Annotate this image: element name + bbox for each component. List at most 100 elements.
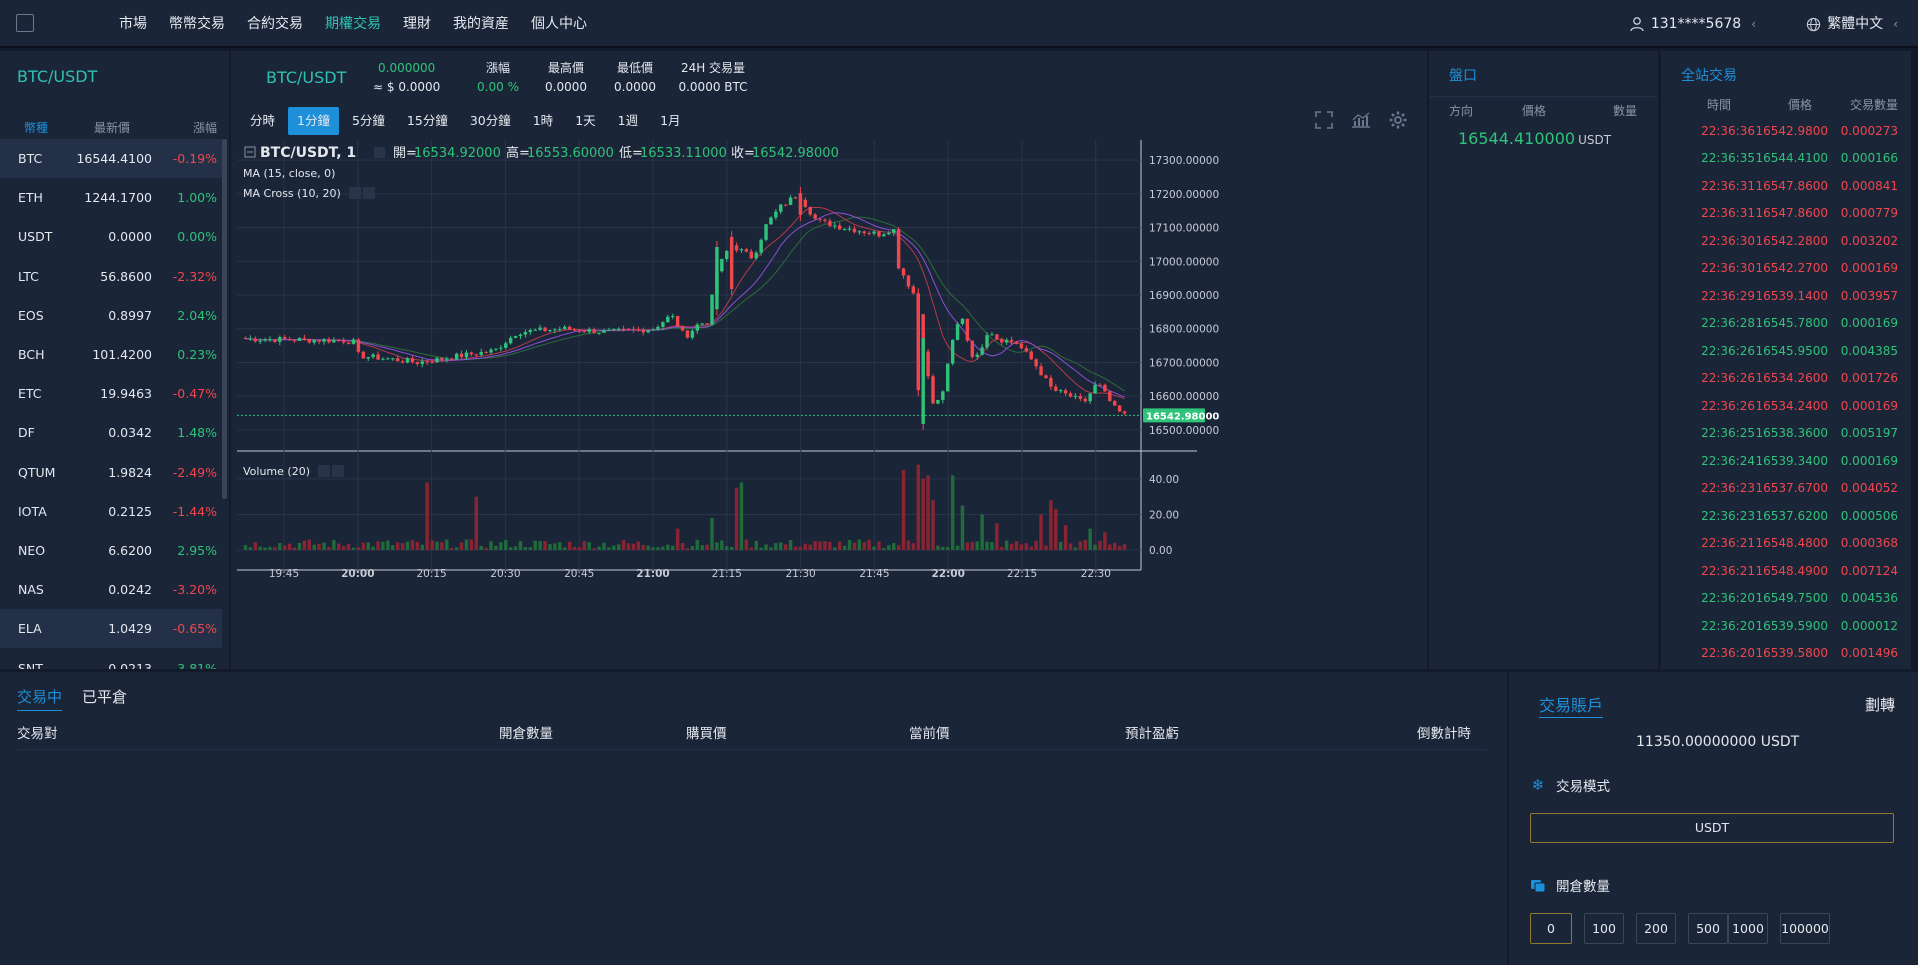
fullscreen-icon[interactable] xyxy=(1315,111,1333,133)
quantity-option-500[interactable]: 500 xyxy=(1688,913,1728,944)
price-tick-label: 16600.00000 xyxy=(1149,391,1219,403)
market-row-neo[interactable]: NEO 6.6200 2.95% xyxy=(0,531,222,570)
quantity-option-0[interactable]: 0 xyxy=(1530,913,1572,944)
candle-body xyxy=(616,328,621,330)
candle-body xyxy=(489,349,493,353)
candle-body xyxy=(253,338,257,342)
trade-price: 16547.8600 xyxy=(1755,178,1828,193)
quantity-option-1000[interactable]: 1000 xyxy=(1728,913,1768,944)
col-expected-pnl: 預計盈虧 xyxy=(1125,726,1179,742)
trading-account-link[interactable]: 交易賬戶 xyxy=(1539,692,1604,718)
volume-bar xyxy=(484,547,488,550)
tab-closed-positions[interactable]: 已平倉 xyxy=(82,688,128,706)
interval-tab-8[interactable]: 1月 xyxy=(660,113,681,128)
market-change: 2.95% xyxy=(177,542,217,558)
candle-body xyxy=(1083,398,1087,402)
volume-bar xyxy=(946,546,950,550)
market-row-nas[interactable]: NAS 0.0242 -3.20% xyxy=(0,570,222,609)
stat-value: 0.0000 xyxy=(614,80,656,94)
volume-bar xyxy=(950,475,955,550)
interval-tab-5[interactable]: 1時 xyxy=(532,113,554,128)
market-row-usdt[interactable]: USDT 0.0000 0.00% xyxy=(0,217,222,256)
market-row-eos[interactable]: EOS 0.8997 2.04% xyxy=(0,296,222,335)
volume-bar xyxy=(253,542,257,550)
user-menu[interactable]: 131****5678 ‹ xyxy=(1629,0,1756,48)
trades-title: 全站交易 xyxy=(1681,68,1737,84)
transfer-button[interactable]: 劃轉 xyxy=(1864,696,1895,714)
market-row-btc[interactable]: BTC 16544.4100 -0.19% xyxy=(0,139,222,179)
trade-time: 22:36:23 xyxy=(1701,481,1755,496)
volume-bar xyxy=(941,546,945,550)
market-row-ela[interactable]: ELA 1.0429 -0.65% xyxy=(0,609,222,649)
nav-item-2[interactable]: 合約交易 xyxy=(247,16,303,32)
market-row-snt[interactable]: SNT 0.0213 3.81% xyxy=(0,648,222,669)
nav-item-6[interactable]: 個人中心 xyxy=(531,16,587,32)
language-menu[interactable]: 繁體中文 ‹ xyxy=(1806,0,1898,48)
last-price-stat: 0.000000 ≈ $ 0.0000 xyxy=(373,59,440,97)
market-row-df[interactable]: DF 0.0342 1.48% xyxy=(0,413,222,452)
logo-image[interactable] xyxy=(16,14,34,32)
volume-bar xyxy=(646,545,650,550)
candle-body xyxy=(936,399,940,404)
interval-tab-1[interactable]: 1分鐘 xyxy=(288,107,339,135)
candle-body xyxy=(386,358,390,360)
trade-row: 22:36:29 16539.1400 0.003957 xyxy=(1661,282,1911,310)
volume-stat: 24H 交易量 0.0000 BTC xyxy=(663,59,763,97)
quantity-option-200[interactable]: 200 xyxy=(1636,913,1676,944)
candle-body xyxy=(705,323,709,325)
market-row-iota[interactable]: IOTA 0.2125 -1.44% xyxy=(0,492,222,531)
globe-icon xyxy=(1807,17,1821,31)
interval-tab-2[interactable]: 5分鐘 xyxy=(351,113,385,128)
market-row-bch[interactable]: BCH 101.4200 0.23% xyxy=(0,335,222,374)
trade-quantity: 0.000779 xyxy=(1840,206,1898,221)
candle-body xyxy=(317,340,321,342)
candle-body xyxy=(494,348,498,350)
chevron-left-icon: ‹ xyxy=(1751,17,1756,31)
price-tick-label: 16800.00000 xyxy=(1149,324,1219,336)
market-coin: BCH xyxy=(18,347,45,363)
scrollbar[interactable] xyxy=(222,139,227,499)
time-tick-label: 21:15 xyxy=(712,568,742,580)
candle-body xyxy=(931,376,935,404)
market-row-eth[interactable]: ETH 1244.1700 1.00% xyxy=(0,178,222,217)
col-open-quantity: 開倉數量 xyxy=(499,726,553,742)
language-label: 繁體中文 xyxy=(1827,16,1884,32)
quantity-option-100000[interactable]: 100000 xyxy=(1780,913,1830,944)
quantity-option-100[interactable]: 100 xyxy=(1584,913,1624,944)
market-row-etc[interactable]: ETC 19.9463 -0.47% xyxy=(0,374,222,413)
stat-label: 最低價 xyxy=(616,61,653,75)
nav-item-4[interactable]: 理財 xyxy=(403,16,431,32)
volume-bar xyxy=(592,548,596,550)
candle-body xyxy=(651,329,655,331)
nav-item-3[interactable]: 期權交易 xyxy=(325,16,381,32)
interval-tab-0[interactable]: 分時 xyxy=(250,113,276,128)
volume-bar xyxy=(283,545,287,550)
price-tick-label: 17100.00000 xyxy=(1149,223,1219,235)
candle-body xyxy=(346,342,351,344)
candle-body xyxy=(980,347,984,355)
market-row-ltc[interactable]: LTC 56.8600 -2.32% xyxy=(0,257,222,296)
indicators-icon[interactable] xyxy=(1351,111,1371,133)
ohlc-open-value: 16534.92000 xyxy=(414,146,501,161)
nav-item-1[interactable]: 幣幣交易 xyxy=(169,16,225,32)
candle-body xyxy=(577,329,582,332)
volume-bar xyxy=(263,547,267,550)
col-pair: 交易對 xyxy=(17,726,58,742)
interval-tab-3[interactable]: 15分鐘 xyxy=(406,113,448,128)
nav-item-0[interactable]: 市場 xyxy=(119,16,147,32)
open-quantity-text: 開倉數量 xyxy=(1556,879,1610,895)
interval-tab-4[interactable]: 30分鐘 xyxy=(469,113,511,128)
volume-bar xyxy=(877,541,881,550)
time-tick-label: 22:00 xyxy=(931,568,964,580)
market-row-qtum[interactable]: QTUM 1.9824 -2.49% xyxy=(0,453,222,492)
trade-price: 16539.1400 xyxy=(1755,288,1828,303)
settings-icon[interactable] xyxy=(1389,111,1407,133)
price-chart[interactable]: 17300.00000 17200.00000 17100.00000 17000.0… xyxy=(237,140,1424,668)
interval-tab-6[interactable]: 1天 xyxy=(575,113,596,128)
tab-open-positions[interactable]: 交易中 xyxy=(17,686,63,711)
nav-item-5[interactable]: 我的資産 xyxy=(453,16,509,32)
candle-body xyxy=(1009,339,1014,342)
trade-mode-select[interactable]: USDT xyxy=(1530,813,1894,843)
interval-tab-7[interactable]: 1週 xyxy=(617,113,639,128)
volume-bar xyxy=(823,541,827,550)
